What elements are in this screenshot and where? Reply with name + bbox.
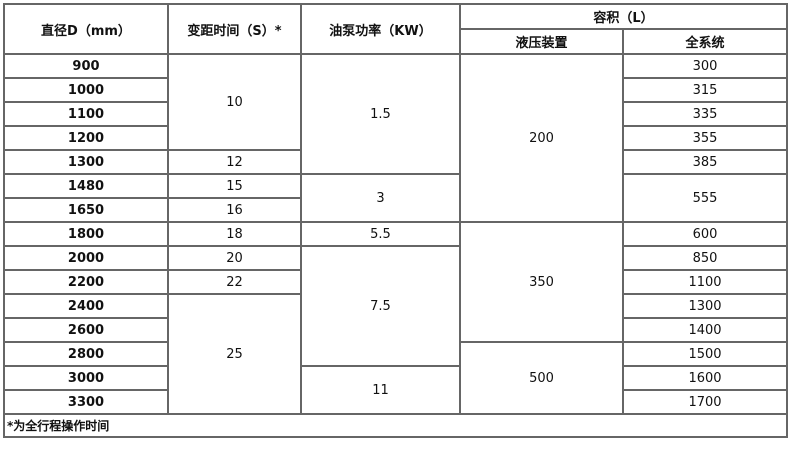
table-row: 2400 25 1300: [3, 293, 788, 415]
header-volume: 容积（L）: [459, 3, 788, 30]
diameter-cell: 2400: [3, 293, 169, 319]
diameter-cell: 3300: [3, 389, 169, 415]
system-cell: 1600: [622, 365, 788, 391]
time-cell: 18: [167, 221, 302, 247]
system-cell: 1500: [622, 341, 788, 367]
spec-table: 直径D（mm） 变距时间（S）* 油泵功率（KW） 容积（L） 液压装置 全系统…: [3, 3, 788, 438]
header-hydraulic: 液压装置: [459, 28, 624, 55]
table-row: 1650 16: [3, 197, 787, 223]
diameter-cell: 2200: [3, 269, 169, 295]
table-row: 1800 18 5.5 350 600: [3, 221, 788, 343]
diameter-cell: 2000: [3, 245, 169, 271]
time-cell: 22: [167, 269, 302, 295]
table-row: 2600 1400: [3, 317, 788, 343]
header-system: 全系统: [622, 28, 788, 55]
diameter-cell: 1650: [3, 197, 169, 223]
system-cell: 555: [622, 173, 788, 223]
table-row: 1000 315: [3, 77, 788, 103]
table-row: 900 10 1.5 200 300: [3, 53, 788, 223]
diameter-cell: 3000: [3, 365, 169, 391]
diameter-cell: 1200: [3, 125, 169, 151]
power-cell: 3: [300, 173, 461, 223]
power-cell: 5.5: [300, 221, 461, 247]
time-cell: 10: [167, 53, 302, 151]
table-row: 2200 22 1100: [3, 269, 788, 295]
power-cell: 1.5: [300, 53, 461, 175]
system-cell: 850: [622, 245, 788, 271]
time-cell: 15: [167, 173, 302, 199]
system-cell: 315: [622, 77, 788, 103]
footnote: *为全行程操作时间: [3, 413, 788, 438]
system-cell: 1300: [622, 293, 788, 319]
header-diameter: 直径D（mm）: [3, 3, 169, 55]
system-cell: 355: [622, 125, 788, 151]
table-row: 2000 20 7.5 850: [3, 245, 788, 367]
diameter-cell: 900: [3, 53, 169, 79]
power-cell: 11: [300, 365, 461, 415]
header-time: 变距时间（S）*: [167, 3, 302, 55]
diameter-cell: 1000: [3, 77, 169, 103]
table-row: 1300 12 385: [3, 149, 788, 175]
system-cell: 385: [622, 149, 788, 175]
diameter-cell: 1100: [3, 101, 169, 127]
table-row: 1200 355: [3, 125, 788, 151]
system-cell: 1400: [622, 317, 788, 343]
system-cell: 1100: [622, 269, 788, 295]
table-row: 3000 11 1600: [3, 365, 788, 415]
diameter-cell: 1300: [3, 149, 169, 175]
system-cell: 1700: [622, 389, 788, 415]
diameter-cell: 2600: [3, 317, 169, 343]
system-cell: 300: [622, 53, 788, 79]
time-cell: 20: [167, 245, 302, 271]
hydraulic-cell: 500: [459, 341, 624, 415]
diameter-cell: 2800: [3, 341, 169, 367]
hydraulic-cell: 200: [459, 53, 624, 223]
diameter-cell: 1480: [3, 173, 169, 199]
diameter-cell: 1800: [3, 221, 169, 247]
power-cell: 7.5: [300, 245, 461, 367]
header-power: 油泵功率（KW）: [300, 3, 461, 55]
table-row: 1480 15 3 555: [3, 173, 788, 223]
time-cell: 12: [167, 149, 302, 175]
hydraulic-cell: 350: [459, 221, 624, 343]
time-cell: 16: [167, 197, 302, 223]
table-row: 3300 1700: [3, 389, 788, 415]
system-cell: 600: [622, 221, 788, 247]
table-row: 1100 335: [3, 101, 788, 127]
table-row: 2800 500 1500: [3, 341, 788, 415]
system-cell: 335: [622, 101, 788, 127]
time-cell: 25: [167, 293, 302, 415]
